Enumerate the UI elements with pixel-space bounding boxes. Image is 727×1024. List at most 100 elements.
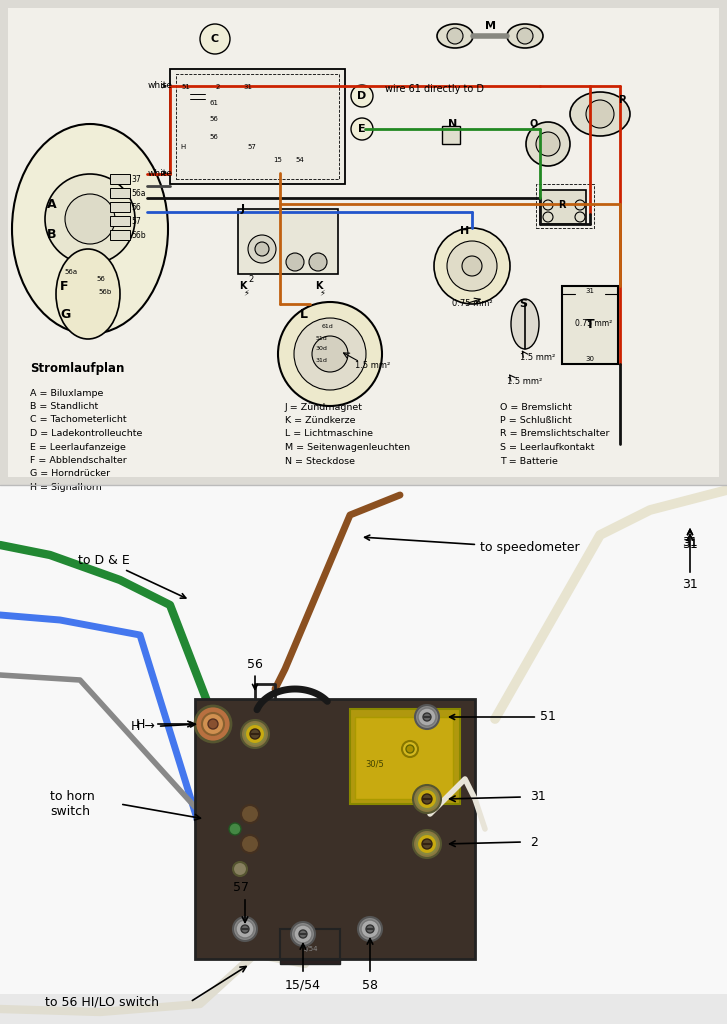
Circle shape (202, 713, 224, 735)
Circle shape (447, 28, 463, 44)
Text: P = Schlußlicht: P = Schlußlicht (500, 416, 571, 425)
Text: K: K (315, 281, 323, 291)
Circle shape (413, 785, 441, 813)
Circle shape (248, 234, 276, 263)
Circle shape (65, 194, 115, 244)
Text: K = Zündkerze: K = Zündkerze (285, 416, 356, 425)
Circle shape (195, 706, 231, 742)
Text: H: H (180, 144, 185, 150)
Circle shape (351, 85, 373, 106)
Bar (8, 8, 719, 477)
Text: 2: 2 (216, 84, 220, 90)
Text: 54: 54 (296, 157, 305, 163)
Text: to 56 HI/LO switch: to 56 HI/LO switch (45, 995, 159, 1009)
Text: B = Standlicht: B = Standlicht (30, 402, 98, 411)
Text: J = Zündmagnet: J = Zündmagnet (285, 402, 363, 412)
Text: E = Leerlaufanzeige: E = Leerlaufanzeige (30, 442, 126, 452)
Bar (176, 74, 339, 179)
Circle shape (526, 122, 570, 166)
Text: Stromlaufplan: Stromlaufplan (30, 362, 124, 375)
Text: ⚡: ⚡ (319, 289, 325, 298)
Bar (170, 69, 345, 184)
Circle shape (255, 242, 269, 256)
Text: S: S (519, 299, 527, 309)
Circle shape (208, 719, 218, 729)
Circle shape (361, 920, 379, 938)
Text: white: white (148, 82, 173, 90)
Text: 15/54: 15/54 (285, 979, 321, 992)
Text: E: E (358, 124, 366, 134)
Text: C: C (211, 34, 219, 44)
Circle shape (418, 708, 436, 726)
Text: 56: 56 (131, 203, 141, 212)
Text: 1.5 mm²: 1.5 mm² (507, 377, 542, 385)
Bar (110, 216, 130, 226)
Circle shape (536, 132, 560, 156)
Bar (280, 929, 340, 959)
Text: 57: 57 (248, 144, 257, 150)
Text: ⚡: ⚡ (243, 289, 249, 298)
Text: R = Bremslichtschalter: R = Bremslichtschalter (500, 429, 609, 438)
Text: 61d: 61d (322, 324, 334, 329)
Ellipse shape (570, 92, 630, 136)
Text: 56a: 56a (131, 188, 145, 198)
Text: 31d: 31d (316, 358, 328, 364)
Circle shape (241, 720, 269, 748)
Bar (280, 929, 340, 964)
Circle shape (245, 724, 265, 744)
Text: 2: 2 (248, 274, 253, 284)
Text: 56b: 56b (98, 289, 111, 295)
Text: N = Steckdose: N = Steckdose (285, 457, 355, 466)
Circle shape (517, 28, 533, 44)
Bar (0, 485, 727, 994)
Text: H →: H → (131, 721, 196, 733)
Text: 56: 56 (209, 116, 218, 122)
Circle shape (294, 925, 312, 943)
Text: 51d: 51d (316, 336, 328, 341)
Bar (110, 188, 130, 198)
Text: 15: 15 (273, 157, 282, 163)
Text: 56b: 56b (131, 230, 145, 240)
Bar (0, 485, 727, 1024)
Text: T: T (586, 317, 594, 331)
Text: G = Horndrücker: G = Horndrücker (30, 469, 110, 478)
Text: 31: 31 (585, 288, 595, 294)
Text: 31: 31 (682, 579, 698, 592)
Circle shape (250, 729, 260, 739)
Text: L = Lichtmaschine: L = Lichtmaschine (285, 429, 373, 438)
Ellipse shape (507, 24, 543, 48)
Text: 5/54: 5/54 (302, 946, 318, 952)
Circle shape (462, 256, 482, 276)
Text: 58: 58 (362, 979, 378, 992)
Circle shape (351, 118, 373, 140)
Circle shape (447, 241, 497, 291)
Text: 51: 51 (182, 84, 190, 90)
Text: C = Tachometerlicht: C = Tachometerlicht (30, 416, 126, 425)
Text: A = Biluxlampe: A = Biluxlampe (30, 388, 103, 397)
Circle shape (278, 302, 382, 406)
Bar (110, 230, 130, 240)
Text: 56: 56 (209, 134, 218, 140)
Circle shape (241, 835, 259, 853)
Text: 57: 57 (131, 216, 141, 225)
Text: F = Abblendschalter: F = Abblendschalter (30, 456, 126, 465)
Circle shape (286, 253, 304, 271)
Text: 30d: 30d (316, 346, 328, 351)
Circle shape (417, 834, 437, 854)
Text: M = Seitenwagenleuchten: M = Seitenwagenleuchten (285, 443, 410, 452)
Ellipse shape (511, 299, 539, 349)
Bar (442, 126, 460, 144)
Text: 31: 31 (244, 84, 252, 90)
Circle shape (586, 100, 614, 128)
Text: 1.5 mm²: 1.5 mm² (520, 353, 555, 362)
Bar (110, 202, 130, 212)
Bar (195, 699, 475, 959)
Text: R: R (558, 200, 566, 210)
Text: M: M (484, 22, 496, 31)
Text: O: O (530, 119, 538, 129)
Bar (355, 717, 453, 799)
Text: F: F (60, 280, 68, 293)
Text: H: H (136, 718, 145, 730)
Text: 56: 56 (247, 657, 263, 689)
Circle shape (233, 918, 257, 941)
